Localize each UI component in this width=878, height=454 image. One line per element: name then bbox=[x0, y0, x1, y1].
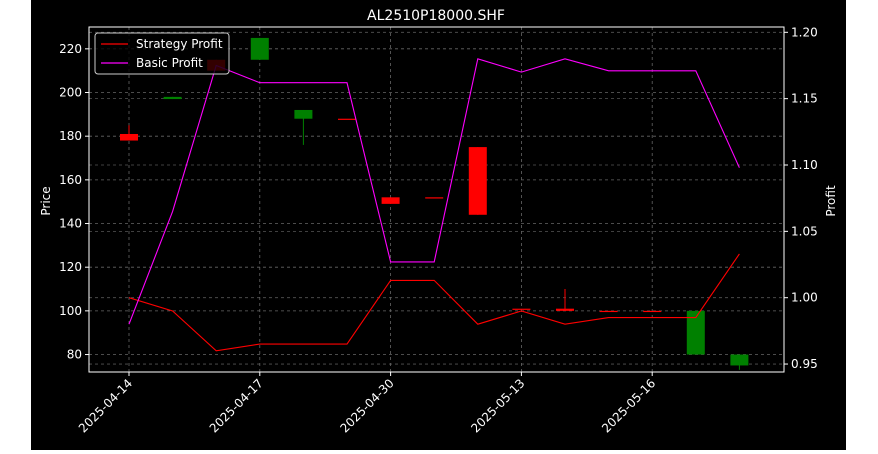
legend-label-strategy-profit: Strategy Profit bbox=[136, 37, 223, 51]
candle-body bbox=[120, 133, 138, 141]
candle bbox=[425, 197, 444, 199]
right-tick-label: 1.10 bbox=[791, 158, 818, 172]
left-tick-label: 200 bbox=[59, 86, 82, 100]
candle-body bbox=[250, 37, 269, 60]
candle bbox=[599, 310, 618, 313]
legend-label-basic-profit: Basic Profit bbox=[136, 56, 203, 70]
profit-lines bbox=[128, 58, 740, 352]
candle bbox=[250, 37, 269, 60]
candle-body bbox=[512, 308, 531, 310]
candle bbox=[643, 310, 662, 313]
candle bbox=[512, 308, 531, 310]
legend-box bbox=[94, 32, 230, 75]
candle-body bbox=[163, 96, 182, 100]
candle-body bbox=[556, 308, 574, 311]
candle-body bbox=[294, 109, 313, 119]
candle bbox=[556, 289, 574, 311]
candle-body bbox=[338, 118, 356, 120]
right-axis: 0.95 1.00 1.05 1.10 1.15 1.20 bbox=[784, 25, 818, 371]
right-tick-label: 1.00 bbox=[791, 291, 818, 305]
series-line-basic-profit bbox=[128, 58, 740, 325]
candle-body bbox=[599, 310, 618, 313]
right-tick-label: 0.95 bbox=[791, 357, 818, 371]
chart-title: AL2510P18000.SHF bbox=[367, 8, 505, 24]
plot-frame bbox=[88, 26, 785, 373]
left-tick-label: 120 bbox=[59, 260, 82, 274]
legend: Strategy Profit Basic Profit bbox=[94, 32, 230, 75]
candle-body bbox=[643, 310, 662, 313]
y-axis-label-right: Profit bbox=[824, 185, 838, 217]
candle bbox=[730, 354, 749, 370]
y-axis-label-left: Price bbox=[39, 186, 53, 215]
candle bbox=[381, 197, 400, 204]
left-tick-label: 220 bbox=[59, 42, 82, 56]
left-tick-label: 140 bbox=[59, 217, 82, 231]
candle-body bbox=[730, 354, 749, 366]
left-tick-label: 160 bbox=[59, 173, 82, 187]
candle-body bbox=[381, 197, 400, 204]
candle bbox=[163, 96, 182, 100]
candle bbox=[338, 118, 356, 120]
right-tick-label: 1.20 bbox=[791, 25, 818, 39]
candle-body bbox=[468, 147, 487, 215]
left-axis: 80 100 120 140 160 180 200 220 bbox=[59, 42, 89, 362]
candle bbox=[294, 109, 313, 145]
right-tick-label: 1.15 bbox=[791, 92, 818, 106]
right-tick-label: 1.05 bbox=[791, 224, 818, 238]
candle bbox=[468, 147, 487, 215]
candle-body bbox=[686, 310, 705, 355]
left-tick-label: 180 bbox=[59, 129, 82, 143]
left-tick-label: 100 bbox=[59, 304, 82, 318]
series-line-strategy-profit bbox=[128, 253, 740, 352]
candle-body bbox=[425, 197, 444, 199]
candle bbox=[120, 125, 138, 141]
left-tick-label: 80 bbox=[67, 348, 82, 362]
